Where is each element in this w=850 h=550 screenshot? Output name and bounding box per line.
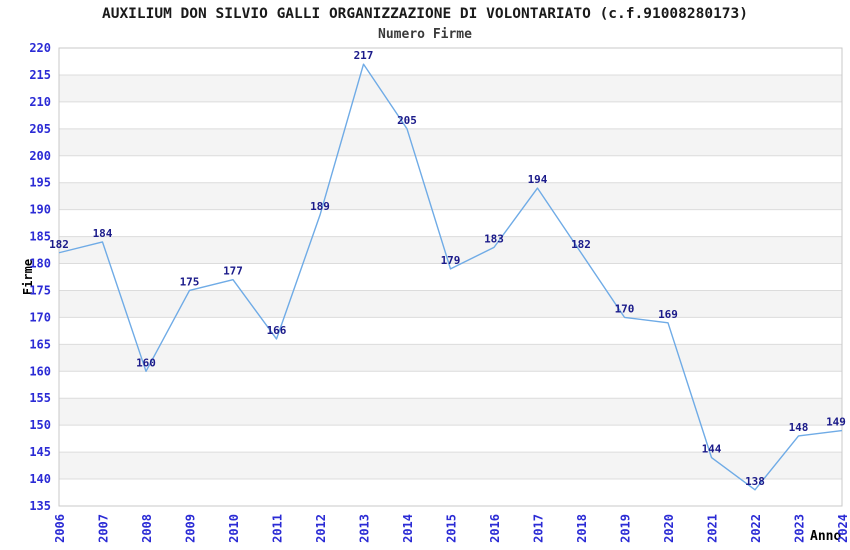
- data-label: 175: [180, 275, 200, 288]
- data-label: 182: [49, 238, 69, 251]
- x-tick-label: 2018: [575, 514, 589, 543]
- x-tick-label: 2021: [706, 514, 720, 543]
- x-tick-label: 2024: [836, 514, 850, 543]
- data-label: 148: [789, 421, 809, 434]
- plot-band: [59, 452, 842, 480]
- x-tick-label: 2016: [488, 514, 502, 543]
- x-tick-label: 2014: [401, 514, 415, 543]
- y-tick-label: 215: [29, 68, 51, 82]
- y-tick-label: 185: [29, 230, 51, 244]
- x-tick-label: 2020: [662, 514, 676, 543]
- plot-band: [59, 128, 842, 156]
- x-tick-label: 2009: [184, 514, 198, 543]
- y-tick-label: 145: [29, 445, 51, 459]
- x-tick-label: 2013: [358, 514, 372, 543]
- x-tick-label: 2006: [53, 514, 67, 543]
- data-label: 149: [826, 416, 846, 429]
- x-tick-label: 2017: [532, 514, 546, 543]
- y-tick-label: 220: [29, 41, 51, 55]
- x-tick-label: 2007: [97, 514, 111, 543]
- x-tick-label: 2022: [749, 514, 763, 543]
- data-label: 183: [484, 232, 504, 245]
- data-label: 160: [136, 356, 156, 369]
- x-tick-label: 2023: [793, 514, 807, 543]
- data-label: 182: [571, 238, 591, 251]
- chart-subtitle: Numero Firme: [378, 27, 472, 42]
- x-tick-label: 2010: [227, 514, 241, 543]
- y-tick-label: 195: [29, 176, 51, 190]
- y-tick-label: 170: [29, 310, 51, 324]
- plot-band: [59, 236, 842, 264]
- y-tick-label: 160: [29, 364, 51, 378]
- data-label: 194: [528, 173, 548, 186]
- data-label: 217: [354, 49, 374, 62]
- chart-title: AUXILIUM DON SILVIO GALLI ORGANIZZAZIONE…: [101, 6, 748, 22]
- y-tick-label: 155: [29, 391, 51, 405]
- data-label: 205: [397, 114, 417, 127]
- data-label: 144: [702, 443, 722, 456]
- y-tick-label: 205: [29, 122, 51, 136]
- data-label: 169: [658, 308, 678, 321]
- plot-band: [59, 290, 842, 318]
- y-tick-label: 150: [29, 418, 51, 432]
- x-tick-label: 2012: [314, 514, 328, 543]
- y-tick-label: 135: [29, 499, 51, 513]
- y-tick-label: 210: [29, 95, 51, 109]
- x-tick-label: 2011: [271, 514, 285, 543]
- x-tick-label: 2008: [140, 514, 154, 543]
- plot-band: [59, 74, 842, 102]
- y-tick-label: 200: [29, 149, 51, 163]
- plot-band: [59, 182, 842, 210]
- plot-band: [59, 398, 842, 426]
- x-tick-label: 2015: [445, 514, 459, 543]
- series-line: [58, 63, 843, 491]
- data-label: 189: [310, 200, 330, 213]
- y-tick-label: 140: [29, 472, 51, 486]
- y-tick-label: 165: [29, 337, 51, 351]
- y-tick-label: 180: [29, 257, 51, 271]
- data-label: 166: [267, 324, 287, 337]
- y-tick-label: 190: [29, 203, 51, 217]
- plot-border: [58, 47, 843, 507]
- x-axis-title: Anno: [810, 529, 842, 544]
- data-label: 184: [93, 227, 113, 240]
- y-tick-label: 175: [29, 283, 51, 297]
- data-label: 138: [745, 475, 765, 488]
- plot-band: [59, 344, 842, 372]
- data-label: 170: [615, 302, 635, 315]
- data-label: 177: [223, 265, 243, 278]
- x-tick-label: 2019: [619, 514, 633, 543]
- data-label: 179: [441, 254, 461, 267]
